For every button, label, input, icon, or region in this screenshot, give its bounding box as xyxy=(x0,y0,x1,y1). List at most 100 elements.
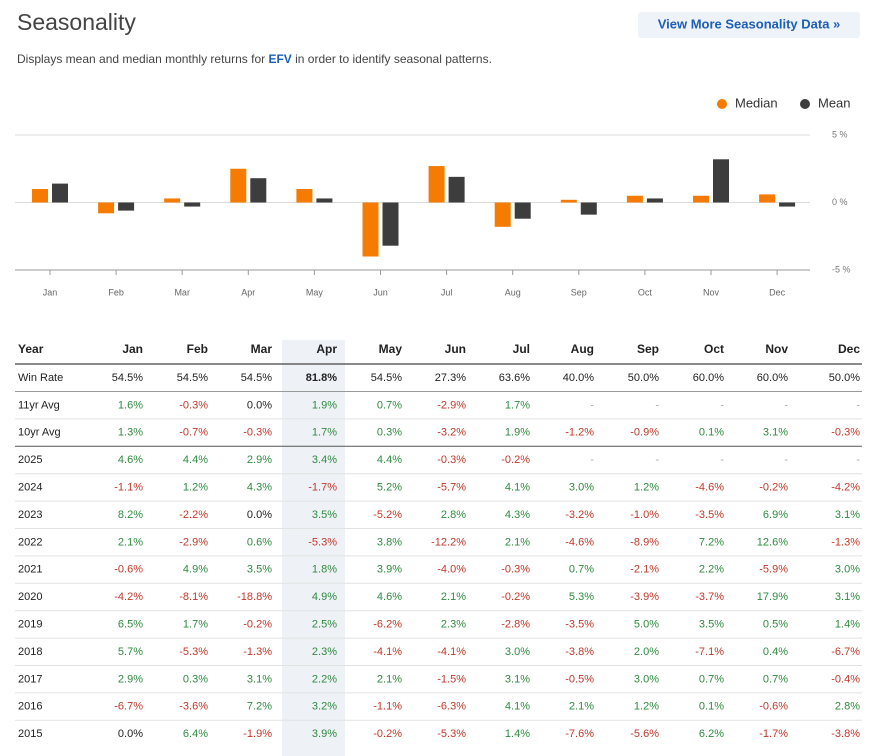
table-cell: -2.8% xyxy=(501,619,530,631)
table-cell: 1.2% xyxy=(183,482,208,494)
table-cell: 3.9% xyxy=(312,728,337,740)
bar xyxy=(779,202,796,207)
table-cell: 2.0% xyxy=(634,646,659,658)
x-tick-label: May xyxy=(306,287,324,297)
bar xyxy=(646,198,663,203)
table-cell: 1.2% xyxy=(634,482,659,494)
table-cell: 3.0% xyxy=(835,564,860,576)
bar xyxy=(382,202,399,246)
table-cell: 4.1% xyxy=(505,482,530,494)
table-cell: 4.9% xyxy=(312,591,337,603)
x-tick-label: Nov xyxy=(703,287,720,297)
table-cell: 2.1% xyxy=(441,591,466,603)
table-cell: -2.9% xyxy=(437,399,466,411)
table-cell: 4.4% xyxy=(183,454,208,466)
table-cell: -3.5% xyxy=(695,509,724,521)
table-cell: -0.6% xyxy=(759,701,788,713)
row-label: 2020 xyxy=(18,591,42,603)
table-cell: -4.1% xyxy=(373,646,402,658)
x-tick-label: Sep xyxy=(571,287,587,297)
x-tick-label: Feb xyxy=(108,287,124,297)
table-cell: -2.1% xyxy=(630,564,659,576)
table-cell: - xyxy=(856,454,860,466)
table-cell: 0.1% xyxy=(699,701,724,713)
table-cell: 1.7% xyxy=(505,399,530,411)
table-cell: -3.7% xyxy=(695,591,724,603)
y-tick-label: 5 % xyxy=(832,129,848,139)
table-cell: 2.9% xyxy=(247,454,272,466)
table-cell: 0.5% xyxy=(763,619,788,631)
table-cell: -4.6% xyxy=(565,536,594,548)
table-cell: 3.5% xyxy=(699,619,724,631)
table-cell: -1.1% xyxy=(373,701,402,713)
table-cell: -1.3% xyxy=(243,646,272,658)
table-cell: - xyxy=(784,399,788,411)
row-label: 2019 xyxy=(18,619,42,631)
table-cell: 40.0% xyxy=(563,372,594,384)
table-cell: -1.7% xyxy=(308,482,337,494)
table-cell: 3.4% xyxy=(312,454,337,466)
table-cell: 0.7% xyxy=(569,564,594,576)
table-cell: -5.3% xyxy=(437,728,466,740)
table-cell: 1.2% xyxy=(634,701,659,713)
table-cell: 60.0% xyxy=(693,372,724,384)
table-cell: 0.7% xyxy=(699,673,724,685)
table-cell: 17.9% xyxy=(757,591,788,603)
table-cell: 0.7% xyxy=(377,399,402,411)
table-cell: -3.9% xyxy=(630,591,659,603)
table-cell: -1.9% xyxy=(243,728,272,740)
table-cell: 1.9% xyxy=(312,399,337,411)
table-cell: -5.9% xyxy=(759,564,788,576)
table-cell: 2.8% xyxy=(835,701,860,713)
bar xyxy=(52,183,68,203)
table-cell: 6.9% xyxy=(763,509,788,521)
table-cell: 4.6% xyxy=(377,591,402,603)
table-cell: -0.6% xyxy=(114,564,143,576)
ticker-link[interactable]: EFV xyxy=(268,52,291,66)
table-cell: 27.3% xyxy=(435,372,466,384)
bar xyxy=(759,194,776,203)
table-cell: -3.6% xyxy=(179,701,208,713)
bar xyxy=(230,168,247,203)
table-cell: 0.0% xyxy=(247,399,272,411)
table-cell: -0.4% xyxy=(831,673,860,685)
table-cell: 4.1% xyxy=(505,701,530,713)
column-header: Sep xyxy=(637,342,659,356)
table-cell: - xyxy=(655,399,659,411)
table-cell: 0.1% xyxy=(699,427,724,439)
table-cell: 3.2% xyxy=(312,701,337,713)
table-cell: 1.4% xyxy=(835,619,860,631)
column-header: Mar xyxy=(251,342,273,356)
table-cell: 2.5% xyxy=(312,619,337,631)
bar xyxy=(693,195,709,203)
table-cell: -3.2% xyxy=(565,509,594,521)
table-cell: 0.6% xyxy=(247,536,272,548)
table-cell: -0.7% xyxy=(179,427,208,439)
table-cell: 81.8% xyxy=(306,372,337,384)
table-cell: 3.0% xyxy=(505,646,530,658)
view-more-button[interactable]: View More Seasonality Data » xyxy=(658,16,841,31)
table-cell: -1.1% xyxy=(114,482,143,494)
table-cell: - xyxy=(720,454,724,466)
table-cell: 3.1% xyxy=(763,427,788,439)
table-cell: 3.1% xyxy=(835,509,860,521)
table-cell: 60.0% xyxy=(757,372,788,384)
table-cell: - xyxy=(856,399,860,411)
table-cell: 0.4% xyxy=(763,646,788,658)
table-cell: -4.1% xyxy=(437,646,466,658)
table-cell: 1.7% xyxy=(183,619,208,631)
row-label: 2021 xyxy=(18,564,42,576)
table-cell: 3.1% xyxy=(835,591,860,603)
table-cell: 1.9% xyxy=(505,427,530,439)
table-cell: -0.2% xyxy=(243,619,272,631)
y-tick-label: 0 % xyxy=(832,197,848,207)
table-cell: 50.0% xyxy=(829,372,860,384)
table-cell: 6.5% xyxy=(118,619,143,631)
button-bg[interactable] xyxy=(638,12,860,38)
bar xyxy=(32,189,48,203)
table-cell: 4.6% xyxy=(118,454,143,466)
bar xyxy=(250,178,267,203)
column-header: Feb xyxy=(187,342,208,356)
table-cell: 3.8% xyxy=(377,536,402,548)
